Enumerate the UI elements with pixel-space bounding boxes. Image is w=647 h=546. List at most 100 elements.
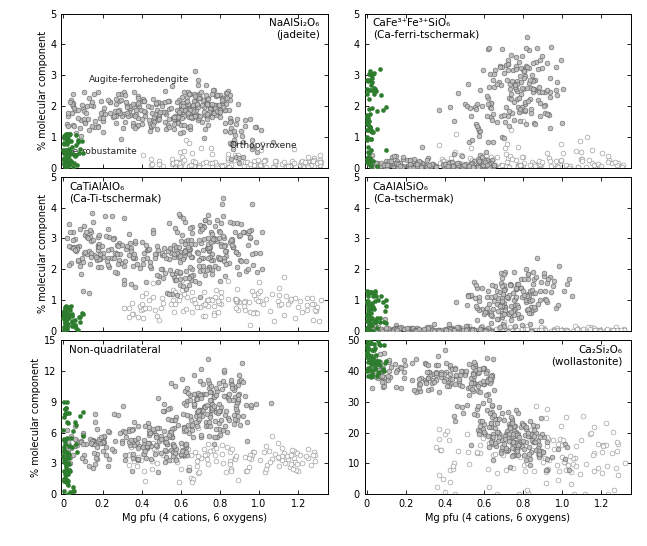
Point <box>234 154 245 163</box>
Point <box>165 428 175 437</box>
Point <box>474 305 484 314</box>
Point <box>483 163 494 171</box>
Point <box>424 327 434 335</box>
Point <box>476 322 486 331</box>
Point <box>204 432 214 441</box>
Point <box>468 410 479 418</box>
Point <box>504 291 514 300</box>
Point <box>503 326 513 335</box>
Point <box>98 128 109 136</box>
Point <box>203 439 213 448</box>
Point <box>372 371 382 380</box>
Point <box>387 327 397 335</box>
Point <box>441 359 452 367</box>
Point <box>362 325 372 334</box>
Point <box>363 120 373 129</box>
Point <box>494 300 505 308</box>
Point <box>181 104 192 113</box>
Point <box>499 134 509 143</box>
Point <box>97 438 107 447</box>
Point <box>556 325 566 334</box>
Point <box>382 161 393 169</box>
Point <box>474 292 484 301</box>
Point <box>516 105 526 114</box>
Point <box>128 249 138 258</box>
Point <box>416 373 426 382</box>
Point <box>80 119 91 128</box>
Point <box>369 321 380 330</box>
Point <box>59 159 69 168</box>
Point <box>433 325 443 334</box>
Point <box>229 385 239 394</box>
Point <box>63 135 73 144</box>
Point <box>74 312 85 321</box>
Point <box>173 251 184 259</box>
Point <box>523 295 534 304</box>
Point <box>547 435 558 444</box>
Point <box>215 108 225 117</box>
Point <box>474 368 485 377</box>
Point <box>534 325 545 334</box>
Point <box>367 302 378 311</box>
Point <box>447 375 457 384</box>
Point <box>498 269 509 278</box>
Point <box>367 384 377 393</box>
Point <box>526 84 536 92</box>
Point <box>227 381 237 389</box>
Point <box>498 319 509 328</box>
Point <box>540 454 550 462</box>
Point <box>204 383 214 392</box>
Point <box>406 325 416 334</box>
Point <box>184 105 194 114</box>
Point <box>259 157 269 166</box>
Point <box>179 240 190 248</box>
Point <box>157 449 167 458</box>
Point <box>527 157 538 166</box>
Point <box>439 376 450 385</box>
Point <box>231 120 241 129</box>
Point <box>542 465 552 474</box>
Point <box>495 288 505 296</box>
Point <box>363 323 373 331</box>
Point <box>523 429 533 437</box>
Point <box>369 343 380 352</box>
Point <box>93 122 104 131</box>
Point <box>494 324 504 333</box>
Point <box>516 283 526 292</box>
Point <box>169 124 179 133</box>
Point <box>365 371 375 380</box>
Point <box>430 371 441 379</box>
Point <box>177 286 187 294</box>
Point <box>511 283 521 292</box>
Point <box>59 435 69 444</box>
Point <box>543 111 554 120</box>
Point <box>306 461 316 470</box>
Point <box>408 323 418 332</box>
Point <box>248 161 259 170</box>
Point <box>498 287 508 296</box>
Point <box>488 109 499 118</box>
Point <box>449 149 459 158</box>
Point <box>479 420 489 429</box>
Point <box>60 470 70 478</box>
Point <box>70 234 80 243</box>
Point <box>474 127 485 136</box>
Point <box>157 162 168 171</box>
Point <box>513 302 523 311</box>
Point <box>363 336 373 345</box>
Point <box>420 376 430 385</box>
Point <box>175 212 185 221</box>
Point <box>499 117 510 126</box>
Point <box>134 441 144 450</box>
Point <box>195 433 206 442</box>
Point <box>443 161 454 170</box>
Point <box>496 447 507 455</box>
Point <box>164 244 175 253</box>
Point <box>161 453 171 461</box>
Point <box>201 91 211 99</box>
Point <box>444 326 455 335</box>
Point <box>241 266 251 275</box>
Point <box>126 443 137 452</box>
Point <box>364 326 374 335</box>
Point <box>236 376 247 384</box>
